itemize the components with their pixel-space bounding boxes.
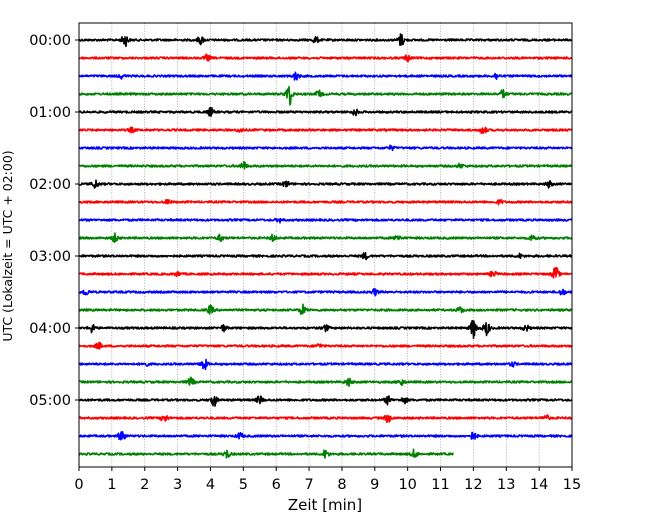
y-axis: 00:00 01:00 02:00 03:00 04:00 05:00 bbox=[29, 33, 79, 409]
trace-0500 bbox=[78, 395, 573, 407]
y-tick-label: 02:00 bbox=[29, 177, 71, 193]
y-axis-label: UTC (Lokalzeit = UTC + 02:00) bbox=[0, 150, 15, 341]
plot-frame bbox=[78, 22, 573, 468]
y-tick-label: 01:00 bbox=[29, 105, 71, 121]
x-tick-label: 0 bbox=[74, 477, 83, 493]
trace-0245 bbox=[78, 232, 573, 243]
trace-0200 bbox=[78, 179, 573, 189]
vertical-grid bbox=[111, 23, 540, 467]
y-tick-label: 04:00 bbox=[29, 321, 71, 337]
trace-0515 bbox=[78, 414, 573, 424]
x-axis: 0 1 2 3 4 5 6 7 8 9 10 11 12 13 14 15 bbox=[74, 467, 581, 493]
trace-0400 bbox=[78, 319, 573, 340]
x-tick-label: 8 bbox=[337, 477, 346, 493]
x-tick-label: 14 bbox=[530, 477, 548, 493]
x-tick-label: 6 bbox=[272, 477, 281, 493]
x-tick-label: 15 bbox=[563, 477, 581, 493]
x-tick-label: 7 bbox=[304, 477, 313, 493]
trace-0015 bbox=[78, 53, 573, 63]
x-tick-label: 12 bbox=[464, 477, 482, 493]
y-tick-label: 05:00 bbox=[29, 393, 71, 409]
trace-0145 bbox=[78, 160, 573, 170]
x-axis-label: Zeit [min] bbox=[288, 496, 362, 514]
y-tick-label: 03:00 bbox=[29, 249, 71, 265]
trace-0530 bbox=[78, 431, 573, 441]
trace-0100 bbox=[78, 106, 573, 117]
trace-0230 bbox=[78, 217, 573, 224]
x-tick-label: 5 bbox=[239, 477, 248, 493]
trace-0345 bbox=[78, 303, 573, 315]
x-tick-label: 9 bbox=[370, 477, 379, 493]
x-tick-label: 10 bbox=[398, 477, 416, 493]
trace-group bbox=[78, 33, 573, 459]
trace-0030 bbox=[78, 71, 573, 81]
trace-0300 bbox=[78, 251, 573, 261]
trace-0545 bbox=[78, 448, 454, 459]
y-tick-label: 00:00 bbox=[29, 33, 71, 49]
x-tick-label: 11 bbox=[431, 477, 449, 493]
trace-0215 bbox=[78, 198, 573, 206]
trace-0315 bbox=[78, 266, 573, 279]
trace-0130 bbox=[78, 144, 573, 152]
trace-0445 bbox=[78, 376, 573, 388]
x-tick-label: 2 bbox=[140, 477, 149, 493]
x-tick-label: 13 bbox=[497, 477, 515, 493]
trace-0430 bbox=[78, 358, 573, 371]
trace-0045 bbox=[78, 85, 573, 106]
trace-0000 bbox=[78, 33, 573, 48]
x-tick-label: 1 bbox=[107, 477, 116, 493]
trace-0115 bbox=[78, 126, 573, 135]
trace-0415 bbox=[78, 341, 573, 350]
trace-0330 bbox=[78, 287, 573, 297]
x-tick-label: 4 bbox=[206, 477, 215, 493]
x-tick-label: 3 bbox=[173, 477, 182, 493]
